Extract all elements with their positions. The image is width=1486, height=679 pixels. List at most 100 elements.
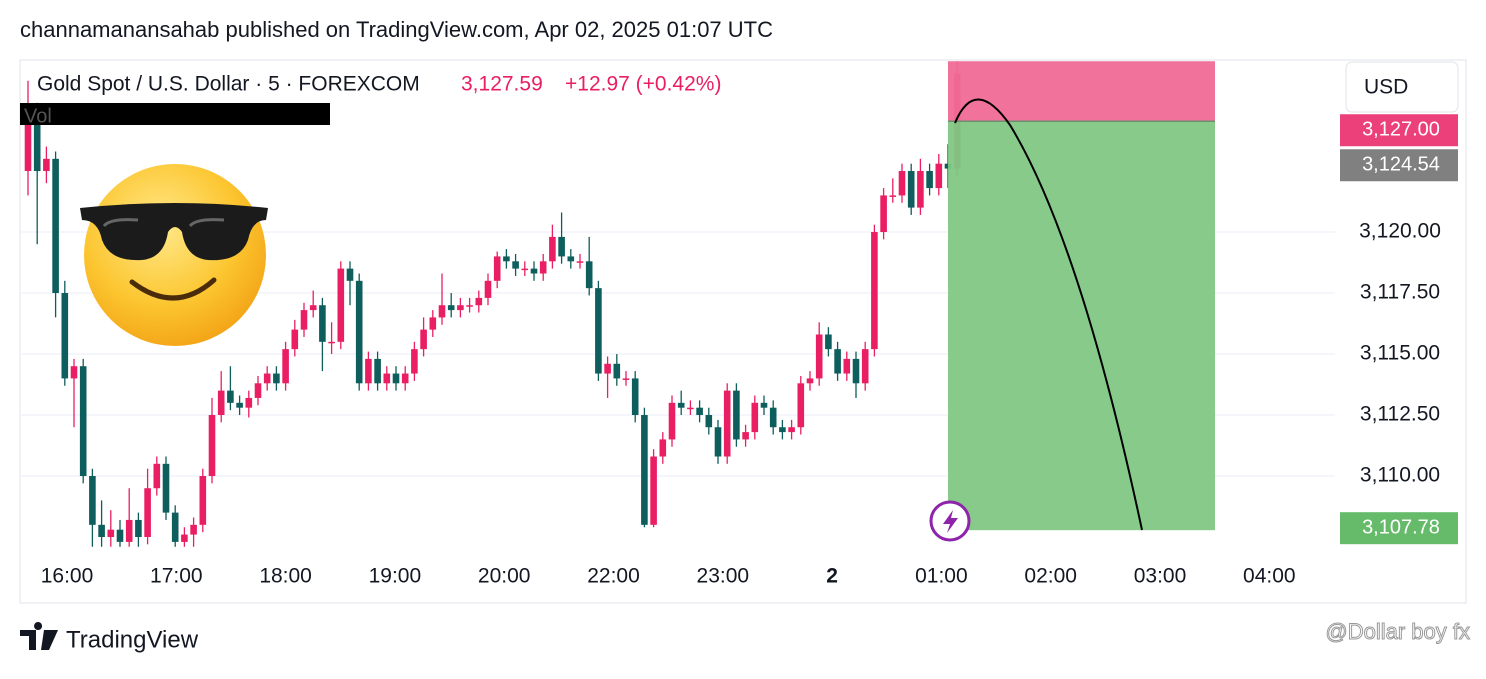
candle-body: [52, 158, 59, 294]
candle-body: [742, 432, 749, 440]
reward-zone: [948, 121, 1215, 531]
price-label: 3,124.54: [1362, 154, 1440, 176]
x-tick-label: 22:00: [587, 565, 640, 588]
candle-body: [788, 427, 795, 433]
candle-body: [659, 439, 667, 457]
candle-body: [825, 334, 832, 350]
watermark: @Dollar boy fx: [1325, 619, 1470, 644]
candle-body: [650, 456, 657, 525]
volume-label: Vol: [24, 105, 52, 127]
candle-body: [273, 373, 280, 384]
x-tick-label: 23:00: [697, 565, 750, 588]
brand: TradingView: [66, 626, 199, 653]
candle-body: [98, 524, 105, 538]
price-label: 3,107.78: [1362, 516, 1440, 538]
x-tick-label: 04:00: [1243, 565, 1296, 588]
candle-body: [466, 305, 473, 307]
projection-curve: [954, 98, 1143, 531]
candle-body: [300, 310, 308, 330]
price-label-box: [1340, 512, 1458, 545]
candle-body: [834, 349, 841, 374]
x-tick-label: 18:00: [259, 565, 312, 588]
candle-body: [447, 305, 455, 311]
candle-body: [125, 519, 133, 542]
candle-body: [24, 110, 32, 172]
candle-body: [935, 163, 943, 189]
publish-line: channamanansahab published on TradingVie…: [20, 17, 773, 42]
x-tick-label: 19:00: [369, 565, 422, 588]
candle-body: [33, 110, 41, 172]
candle-body: [843, 358, 851, 374]
candle-body: [641, 415, 648, 525]
y-tick-label: 3,115.00: [1360, 342, 1440, 365]
candle-body: [438, 305, 446, 318]
candle-body: [521, 268, 529, 271]
candle-body: [135, 519, 142, 538]
candle-body: [217, 390, 225, 416]
candle-body: [714, 427, 722, 457]
candle-body: [613, 363, 621, 379]
candle-body: [898, 171, 906, 196]
candle-body: [263, 373, 271, 384]
last-price: 3,127.59: [461, 73, 543, 96]
symbol: Gold Spot / U.S. Dollar · 5 · FOREXCOM: [37, 73, 420, 96]
candle-body: [668, 402, 676, 440]
emoji: [80, 164, 268, 346]
alert-bolt: [943, 510, 958, 533]
candle-body: [631, 378, 639, 416]
candle-body: [328, 341, 335, 344]
price-label: 3,127.00: [1362, 119, 1440, 141]
candle-body: [880, 195, 887, 233]
candle-body: [696, 407, 703, 416]
candle-body: [153, 463, 161, 489]
candle-body: [429, 317, 437, 330]
candle-body: [107, 529, 115, 538]
candle-body: [374, 358, 381, 384]
candle-body: [760, 402, 768, 408]
candle-body: [475, 297, 483, 306]
candle-body: [291, 329, 299, 350]
candle-body: [411, 349, 418, 374]
candle-body: [43, 158, 50, 172]
y-tick-label: 3,112.50: [1360, 403, 1440, 426]
price-label-box: [1340, 114, 1458, 147]
risk-zone: [948, 61, 1215, 122]
candle-body: [558, 236, 565, 257]
candle-body: [392, 373, 400, 384]
candle-body: [567, 256, 575, 262]
x-tick-label: 03:00: [1134, 565, 1187, 588]
candle-body: [539, 261, 547, 274]
candle-body: [889, 195, 897, 197]
candle-body: [171, 512, 179, 542]
candle-body: [917, 171, 924, 208]
candle-body: [797, 383, 805, 428]
candle-body: [549, 236, 556, 262]
candle-body: [457, 305, 464, 311]
candle-body: [733, 390, 740, 440]
candle-body: [420, 329, 427, 350]
brand-logo: [20, 622, 58, 650]
x-tick-label: 20:00: [478, 565, 531, 588]
y-tick-label: 3,120.00: [1359, 220, 1441, 243]
price-label-box: [1340, 149, 1458, 182]
candle-body: [852, 358, 860, 384]
x-tick-label: 17:00: [150, 565, 203, 588]
candle-body: [530, 268, 538, 274]
candle-body: [723, 390, 731, 457]
candle-body: [871, 232, 878, 350]
x-tick-label: 01:00: [915, 565, 968, 588]
currency-button[interactable]: [1345, 61, 1459, 113]
x-tick-label: 16:00: [41, 565, 94, 588]
candle-body: [926, 171, 933, 189]
candle-body: [751, 402, 759, 433]
candle-body: [779, 427, 786, 433]
candle-body: [687, 407, 694, 410]
candle-body: [383, 373, 391, 384]
candle-body: [576, 261, 584, 263]
candle-body: [79, 366, 87, 477]
currency: USD: [1364, 76, 1408, 99]
candle-body: [677, 402, 685, 408]
candle-body: [70, 366, 78, 379]
candle-body: [355, 280, 363, 384]
